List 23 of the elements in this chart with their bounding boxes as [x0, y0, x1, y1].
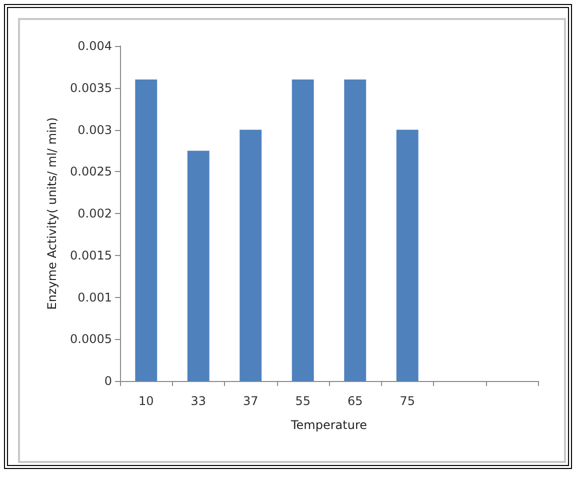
- bar: [187, 150, 210, 381]
- x-tick-label: 37: [242, 394, 258, 408]
- y-tick-label: 0.0025: [70, 164, 112, 179]
- y-tick-label: 0.0035: [70, 80, 112, 95]
- x-tick-label: 65: [347, 394, 363, 408]
- y-tick-label: 0: [104, 374, 112, 388]
- x-tick-label: 33: [190, 394, 206, 408]
- y-tick-label: 0.003: [78, 122, 112, 137]
- bar: [135, 80, 158, 381]
- y-tick-label: 0.002: [78, 206, 112, 220]
- y-tick-label: 0.0005: [70, 332, 112, 346]
- x-tick-label: 75: [400, 394, 416, 408]
- x-axis-title: Temperature: [290, 418, 368, 432]
- bar: [240, 130, 262, 381]
- y-tick-label: 0.001: [78, 290, 112, 304]
- bar: [396, 130, 418, 381]
- y-tick-label: 0.0015: [70, 248, 112, 262]
- x-tick-label: 55: [295, 394, 311, 408]
- y-axis-title: Enzyme Activity( units/ ml/ min): [45, 117, 59, 310]
- x-tick-label: 10: [138, 394, 154, 408]
- bar: [292, 80, 314, 381]
- y-tick-label: 0.004: [78, 39, 112, 53]
- bar: [344, 80, 366, 381]
